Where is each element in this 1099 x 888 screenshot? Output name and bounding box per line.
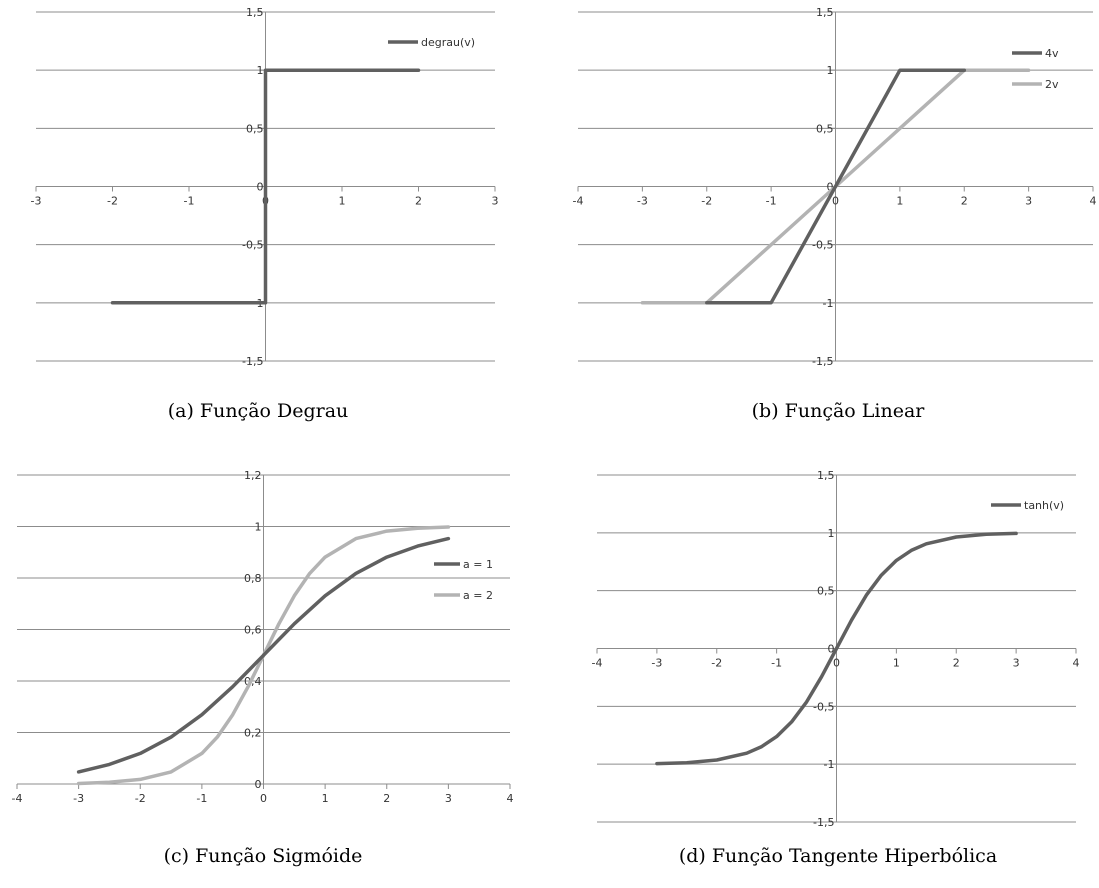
caption-d: (d) Função Tangente Hiperbólica (679, 845, 997, 867)
x-tick-label-d-0: -4 (592, 657, 603, 670)
x-tick-label-b-4: 0 (832, 195, 839, 208)
y-tick-label-d-0: -1,5 (813, 816, 834, 829)
y-tick-label-b-2: -0,5 (812, 239, 833, 252)
x-tick-label-d-6: 2 (953, 657, 960, 670)
x-tick-label-d-4: 0 (833, 657, 840, 670)
x-tick-label-b-7: 3 (1025, 195, 1032, 208)
chart-c: -4 -3 -2 -1 0 1 2 3 400,20,40,60,811,2a = 1a = 2… (12, 469, 514, 867)
x-tick-label-b-1: -3 (637, 195, 648, 208)
y-tick-label-d-6: 1,5 (817, 469, 835, 482)
x-tick-label-c-1: -3 (73, 792, 84, 805)
x-tick-label-a-2: -1 (184, 195, 195, 208)
chart-b: -4 -3 -2 -1 0 1 2 3 4 -1,5 -1 -0,5 0 0,5 1 1,5 4v 2v (b) F… (573, 6, 1097, 422)
x-tick-label-c-0: -4 (12, 792, 23, 805)
y-tick-label-d-4: 0,5 (817, 585, 835, 598)
x-tick-label-c-7: 3 (445, 792, 452, 805)
x-tick-label-a-1: -2 (107, 195, 118, 208)
x-tick-label-c-8: 4 (507, 792, 514, 805)
y-tick-label-b-5: 1 (827, 64, 834, 77)
x-tick-label-d-7: 3 (1013, 657, 1020, 670)
y-tick-label-a-2: -0,5 (242, 239, 263, 252)
y-tick-label-b-6: 1,5 (816, 6, 834, 19)
x-tick-label-d-3: -1 (771, 657, 782, 670)
caption-a: (a) Função Degrau (168, 400, 349, 422)
y-tick-label-c-4: 0,8 (244, 572, 262, 585)
x-tick-label-d-8: 4 (1073, 657, 1080, 670)
x-tick-label-a-4: 1 (339, 195, 346, 208)
chart-d: -4 -3 -2 -1 0 1 2 3 4 -1,5 -1 -0,5 0 0,5 1 1,5 tanh(v) (d… (592, 469, 1080, 867)
x-tick-label-c-2: -2 (135, 792, 146, 805)
x-tick-label-d-2: -2 (711, 657, 722, 670)
x-tick-label-d-1: -3 (651, 657, 662, 670)
y-tick-label-a-5: 1 (257, 64, 264, 77)
legend-label-b-1: 2v (1045, 78, 1059, 91)
y-tick-label-b-1: -1 (823, 297, 834, 310)
series-line-a-0 (110, 68, 421, 305)
y-tick-label-a-3: 0 (257, 181, 264, 194)
y-tick-label-b-3: 0 (827, 181, 834, 194)
x-tick-label-b-5: 1 (896, 195, 903, 208)
y-tick-label-a-4: 0,5 (246, 122, 264, 135)
x-tick-label-a-5: 2 (415, 195, 422, 208)
y-tick-label-c-6: 1,2 (244, 469, 262, 482)
series-line-b-0 (705, 68, 967, 305)
legend-label-d-0: tanh(v) (1024, 499, 1064, 512)
y-tick-label-a-6: 1,5 (246, 6, 264, 19)
x-tick-label-c-3: -1 (196, 792, 207, 805)
y-tick-label-c-1: 0,2 (244, 727, 262, 740)
x-tick-label-a-6: 3 (492, 195, 499, 208)
y-tick-label-d-3: 0 (828, 643, 835, 656)
x-tick-label-d-5: 1 (893, 657, 900, 670)
legend-label-c-1: a = 2 (463, 589, 493, 602)
x-tick-label-b-0: -4 (573, 195, 584, 208)
x-tick-label-c-4: 0 (260, 792, 267, 805)
chart-a: -3 -2 -1 0 1 2 3-1,5-1-0,500,511,5degrau(v)(a)… (31, 6, 499, 422)
caption-c: (c) Função Sigmóide (164, 845, 363, 867)
x-tick-label-c-6: 2 (383, 792, 390, 805)
legend-label-a-0: degrau(v) (421, 36, 475, 49)
x-tick-label-b-2: -2 (701, 195, 712, 208)
y-tick-label-c-5: 1 (255, 521, 262, 534)
y-tick-label-d-1: -1 (824, 758, 835, 771)
y-tick-label-d-2: -0,5 (813, 700, 834, 713)
y-tick-label-d-5: 1 (828, 527, 835, 540)
legend-label-b-0: 4v (1045, 47, 1059, 60)
series-line-c-0 (76, 536, 451, 774)
x-tick-label-a-0: -3 (31, 195, 42, 208)
y-tick-label-b-0: -1,5 (812, 355, 833, 368)
legend-label-c-0: a = 1 (463, 558, 493, 571)
y-tick-label-b-4: 0,5 (816, 122, 834, 135)
x-tick-label-b-3: -1 (766, 195, 777, 208)
caption-b: (b) Função Linear (752, 400, 926, 422)
y-tick-label-c-0: 0 (255, 778, 262, 791)
series-line-d-0 (655, 531, 1018, 766)
x-tick-label-c-5: 1 (322, 792, 329, 805)
x-tick-label-b-8: 4 (1090, 195, 1097, 208)
x-tick-label-b-6: 2 (961, 195, 968, 208)
y-tick-label-a-0: -1,5 (242, 355, 263, 368)
y-tick-label-c-3: 0,6 (244, 624, 262, 637)
